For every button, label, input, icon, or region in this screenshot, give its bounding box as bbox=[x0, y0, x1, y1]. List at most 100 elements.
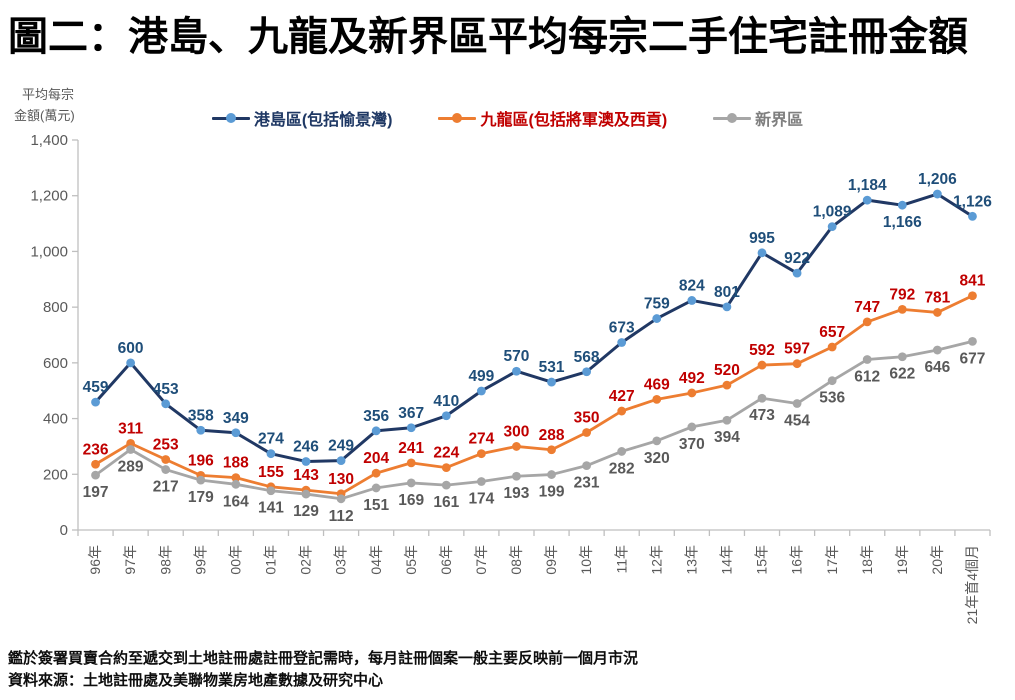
data-label: 246 bbox=[293, 438, 319, 455]
data-label: 536 bbox=[819, 390, 845, 407]
data-point-marker bbox=[161, 455, 171, 464]
data-label: 231 bbox=[574, 475, 600, 492]
data-label: 394 bbox=[714, 429, 740, 446]
data-point-marker bbox=[547, 377, 556, 387]
x-axis-tick-label: 06年 bbox=[438, 545, 454, 575]
data-label: 197 bbox=[83, 484, 109, 501]
data-point-marker bbox=[371, 426, 381, 436]
data-label: 282 bbox=[609, 460, 635, 477]
legend-item-series-0: 港島區(包括愉景灣) bbox=[211, 106, 392, 130]
data-point-marker bbox=[371, 468, 381, 478]
data-label: 922 bbox=[784, 250, 810, 267]
data-label: 164 bbox=[223, 493, 249, 510]
y-axis-unit-label: 平均每宗 金額(萬元) bbox=[14, 84, 75, 126]
data-label: 469 bbox=[644, 376, 670, 393]
y-axis-tick-label: 200 bbox=[43, 466, 68, 483]
data-label: 143 bbox=[293, 467, 319, 484]
data-label: 350 bbox=[574, 410, 600, 427]
legend-item-series-1: 九龍區(包括將軍澳及西貢) bbox=[438, 106, 667, 130]
line-chart-plot: 0 200 400 600 800 1,000 1,200 1,400 96年 97年 98年 99年… bbox=[30, 132, 992, 624]
data-point-marker bbox=[231, 479, 241, 489]
data-point-marker bbox=[827, 342, 837, 352]
data-label: 367 bbox=[398, 405, 424, 422]
x-axis-tick-label: 19年 bbox=[894, 545, 910, 575]
data-point-marker bbox=[196, 475, 206, 485]
data-point-marker bbox=[512, 471, 521, 481]
data-point-marker bbox=[476, 386, 486, 396]
data-point-marker bbox=[441, 463, 451, 472]
data-label: 792 bbox=[889, 286, 915, 303]
data-point-marker bbox=[757, 248, 767, 258]
data-label: 174 bbox=[468, 491, 494, 508]
data-label: 288 bbox=[539, 427, 565, 444]
data-label: 427 bbox=[609, 388, 635, 405]
data-label: 1,206 bbox=[918, 171, 957, 188]
data-point-marker bbox=[266, 449, 276, 459]
chart-legend: 港島區(包括愉景灣) 九龍區(包括將軍澳及西貢) 新界區 bbox=[0, 106, 1015, 130]
data-point-marker bbox=[862, 195, 872, 205]
x-axis-tick-label: 08年 bbox=[508, 545, 524, 575]
data-point-marker bbox=[897, 352, 907, 362]
series-line-2 bbox=[94, 340, 973, 501]
data-point-marker bbox=[968, 211, 977, 221]
data-label: 531 bbox=[539, 359, 565, 376]
data-point-marker bbox=[722, 415, 732, 425]
data-point-marker bbox=[827, 222, 837, 232]
data-point-marker bbox=[91, 397, 100, 407]
data-label: 217 bbox=[153, 479, 179, 496]
x-axis-tick-label: 99年 bbox=[192, 545, 208, 575]
y-axis-unit-line2: 金額(萬元) bbox=[14, 108, 75, 123]
data-label: 454 bbox=[784, 413, 810, 430]
data-label: 320 bbox=[644, 450, 670, 467]
data-label: 249 bbox=[328, 438, 354, 455]
x-axis-tick-label: 04年 bbox=[368, 545, 384, 575]
data-point-marker bbox=[336, 456, 346, 466]
data-label: 657 bbox=[819, 324, 845, 341]
data-label: 600 bbox=[118, 340, 144, 357]
data-point-marker bbox=[862, 317, 872, 327]
data-label: 289 bbox=[118, 458, 144, 475]
data-label: 592 bbox=[749, 342, 775, 359]
data-point-marker bbox=[757, 360, 767, 370]
footnote-timing: 鑑於簽署買賣合約至遞交到土地註冊處註冊登記需時，每月註冊個案一般主要反映前一個月… bbox=[8, 650, 639, 667]
data-point-marker bbox=[406, 458, 416, 468]
data-label: 129 bbox=[293, 503, 319, 520]
data-label: 453 bbox=[153, 381, 179, 398]
data-label: 520 bbox=[714, 362, 740, 379]
data-label: 274 bbox=[468, 431, 494, 448]
data-label: 161 bbox=[433, 494, 459, 511]
legend-item-series-2: 新界區 bbox=[713, 106, 803, 130]
data-label: 841 bbox=[960, 273, 986, 290]
data-point-marker bbox=[897, 200, 907, 210]
x-axis-tick-label: 03年 bbox=[333, 545, 349, 575]
legend-label: 新界區 bbox=[755, 112, 804, 129]
data-point-marker bbox=[582, 461, 592, 471]
data-point-marker bbox=[126, 445, 136, 454]
data-label: 199 bbox=[539, 484, 565, 501]
data-point-marker bbox=[897, 304, 907, 314]
data-point-marker bbox=[968, 291, 977, 301]
x-axis-tick-label: 13年 bbox=[683, 545, 699, 575]
x-axis-tick-label: 00年 bbox=[227, 545, 243, 575]
data-label: 824 bbox=[679, 277, 705, 294]
x-axis-tick-label: 16年 bbox=[789, 545, 805, 575]
data-label: 995 bbox=[749, 230, 775, 247]
data-label: 1,089 bbox=[813, 204, 852, 221]
data-label: 241 bbox=[398, 440, 424, 457]
x-axis-tick-label: 20年 bbox=[929, 545, 945, 575]
data-point-marker bbox=[266, 486, 276, 496]
data-label: 370 bbox=[679, 436, 705, 453]
data-label: 112 bbox=[329, 508, 354, 525]
legend-line-marker-icon bbox=[713, 113, 752, 123]
data-label: 473 bbox=[749, 407, 775, 424]
x-axis-tick-label: 07年 bbox=[473, 545, 489, 575]
data-label: 801 bbox=[714, 284, 740, 301]
data-point-marker bbox=[757, 393, 767, 403]
data-label: 169 bbox=[398, 492, 424, 509]
data-label: 1,184 bbox=[848, 177, 887, 194]
data-point-marker bbox=[687, 296, 697, 305]
x-axis-tick-label: 14年 bbox=[719, 545, 735, 575]
data-label: 499 bbox=[468, 368, 494, 385]
legend-label: 九龍區(包括將軍澳及西貢) bbox=[480, 112, 668, 129]
data-label: 311 bbox=[118, 420, 143, 437]
